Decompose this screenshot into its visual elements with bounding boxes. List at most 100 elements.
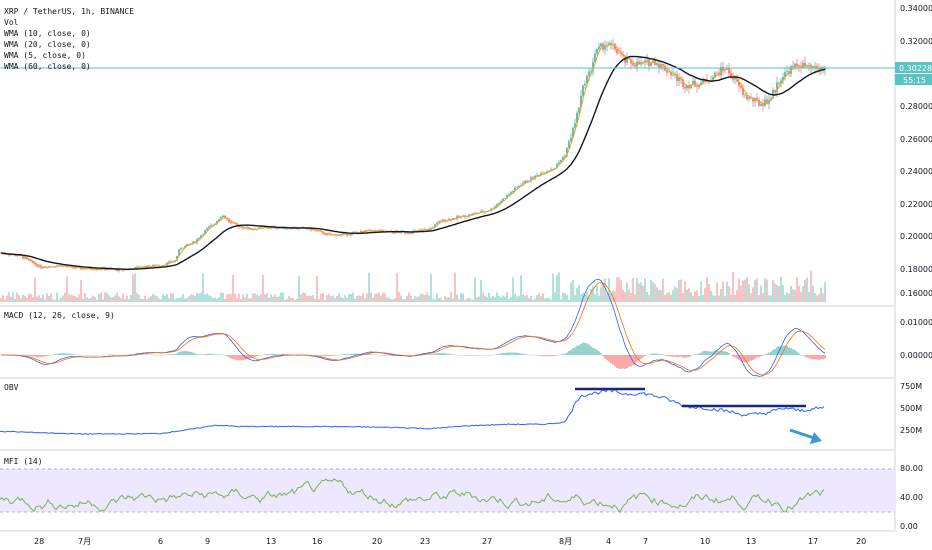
candle-body [494, 206, 496, 209]
volume-bar [104, 292, 106, 302]
macd-hist-bar [766, 353, 768, 355]
macd-hist-bar [448, 353, 450, 355]
macd-hist-bar [578, 345, 580, 355]
macd-hist-bar [650, 354, 652, 355]
macd-hist-bar [254, 355, 256, 358]
candle-body [678, 77, 680, 82]
candle-body [30, 260, 32, 262]
candle-body [192, 241, 194, 244]
volume-bar [158, 298, 160, 302]
macd-hist-bar [776, 347, 778, 355]
candle-body [218, 219, 220, 221]
price-tick: 0.18000 [900, 265, 932, 274]
macd-hist-bar [564, 353, 566, 355]
volume-bar [180, 296, 182, 302]
volume-bar [522, 294, 524, 302]
candle-body [180, 248, 182, 250]
mfi-title: MFI (14) [4, 457, 43, 466]
macd-hist-bar [596, 349, 598, 355]
volume-bar [146, 299, 148, 302]
volume-bar [726, 281, 728, 302]
volume-bar [724, 295, 726, 302]
macd-signal-line [1, 281, 826, 376]
macd-hist-bar [724, 351, 726, 355]
volume-bar [778, 285, 780, 302]
volume-bar [536, 295, 538, 302]
macd-hist-bar [542, 355, 544, 357]
candle-body [712, 77, 714, 82]
volume-bar [90, 297, 92, 302]
macd-hist-bar [228, 355, 230, 358]
candle-body [250, 229, 252, 230]
macd-hist-bar [606, 355, 608, 361]
volume-bar [84, 292, 86, 302]
volume-bar [268, 297, 270, 302]
volume-bar [622, 290, 624, 302]
volume-bar [628, 289, 630, 302]
candle-body [188, 243, 190, 245]
macd-hist-bar [630, 355, 632, 367]
macd-hist-bar [600, 353, 602, 355]
volume-bar [2, 295, 4, 302]
volume-bar [538, 293, 540, 302]
candle-body [716, 72, 718, 74]
candle-body [566, 148, 568, 156]
volume-bar [722, 281, 724, 302]
volume-bar [210, 296, 212, 302]
volume-bar [598, 295, 600, 302]
macd-hist-bar [628, 355, 630, 367]
volume-bar [820, 287, 822, 302]
macd-hist-bar [192, 352, 194, 355]
macd-hist-bar [352, 353, 354, 355]
volume-bar [790, 285, 792, 302]
macd-hist-bar [226, 355, 228, 357]
candle-body [326, 233, 328, 235]
macd-hist-bar [594, 348, 596, 355]
volume-bar [154, 295, 156, 302]
legend-wma20: WMA (20, close, 0) [4, 40, 91, 49]
legend-wma10: WMA (10, close, 0) [4, 29, 91, 38]
candle-body [236, 223, 238, 226]
candle-body [608, 42, 610, 46]
mfi-tick: 40.00 [900, 493, 923, 502]
candle-body [232, 222, 234, 224]
macd-hist-bar [230, 355, 232, 359]
candle-body [806, 66, 808, 67]
price-tick: 0.32000 [900, 37, 932, 46]
macd-hist-bar [246, 355, 248, 360]
candle-body [482, 211, 484, 213]
candle-body [442, 219, 444, 222]
volume-bar [452, 298, 454, 302]
volume-bar [578, 284, 580, 302]
macd-hist-bar [224, 355, 226, 356]
volume-bar [314, 298, 316, 302]
macd-hist-bar [678, 355, 680, 357]
macd-hist-bar [824, 355, 826, 359]
macd-hist-bar [342, 354, 344, 355]
macd-hist-bar [334, 355, 336, 356]
macd-hist-bar [556, 355, 558, 356]
obv-axis: 750M 500M 250M [900, 382, 922, 435]
price-tick: 0.16000 [900, 289, 932, 298]
candle-body [714, 72, 716, 78]
volume-bar [632, 278, 634, 302]
volume-bar [798, 285, 800, 302]
volume-bar [638, 283, 640, 302]
candle-body [784, 72, 786, 78]
macd-hist-bar [204, 354, 206, 355]
macd-hist-bar [712, 351, 714, 355]
volume-bar [468, 297, 470, 302]
macd-hist-bar [206, 353, 208, 355]
macd-hist-bar [266, 354, 268, 355]
macd-hist-bar [264, 354, 266, 355]
macd-hist-bar [170, 354, 172, 355]
macd-hist-bar [546, 355, 548, 357]
macd-hist-bar [496, 354, 498, 355]
macd-hist-bar [544, 355, 546, 357]
volume-bar [618, 277, 620, 302]
volume-bar [322, 292, 324, 302]
volume-bar [390, 299, 392, 302]
candle-body [752, 97, 754, 102]
volume-bar [400, 295, 402, 302]
macd-hist-bar [756, 355, 758, 358]
